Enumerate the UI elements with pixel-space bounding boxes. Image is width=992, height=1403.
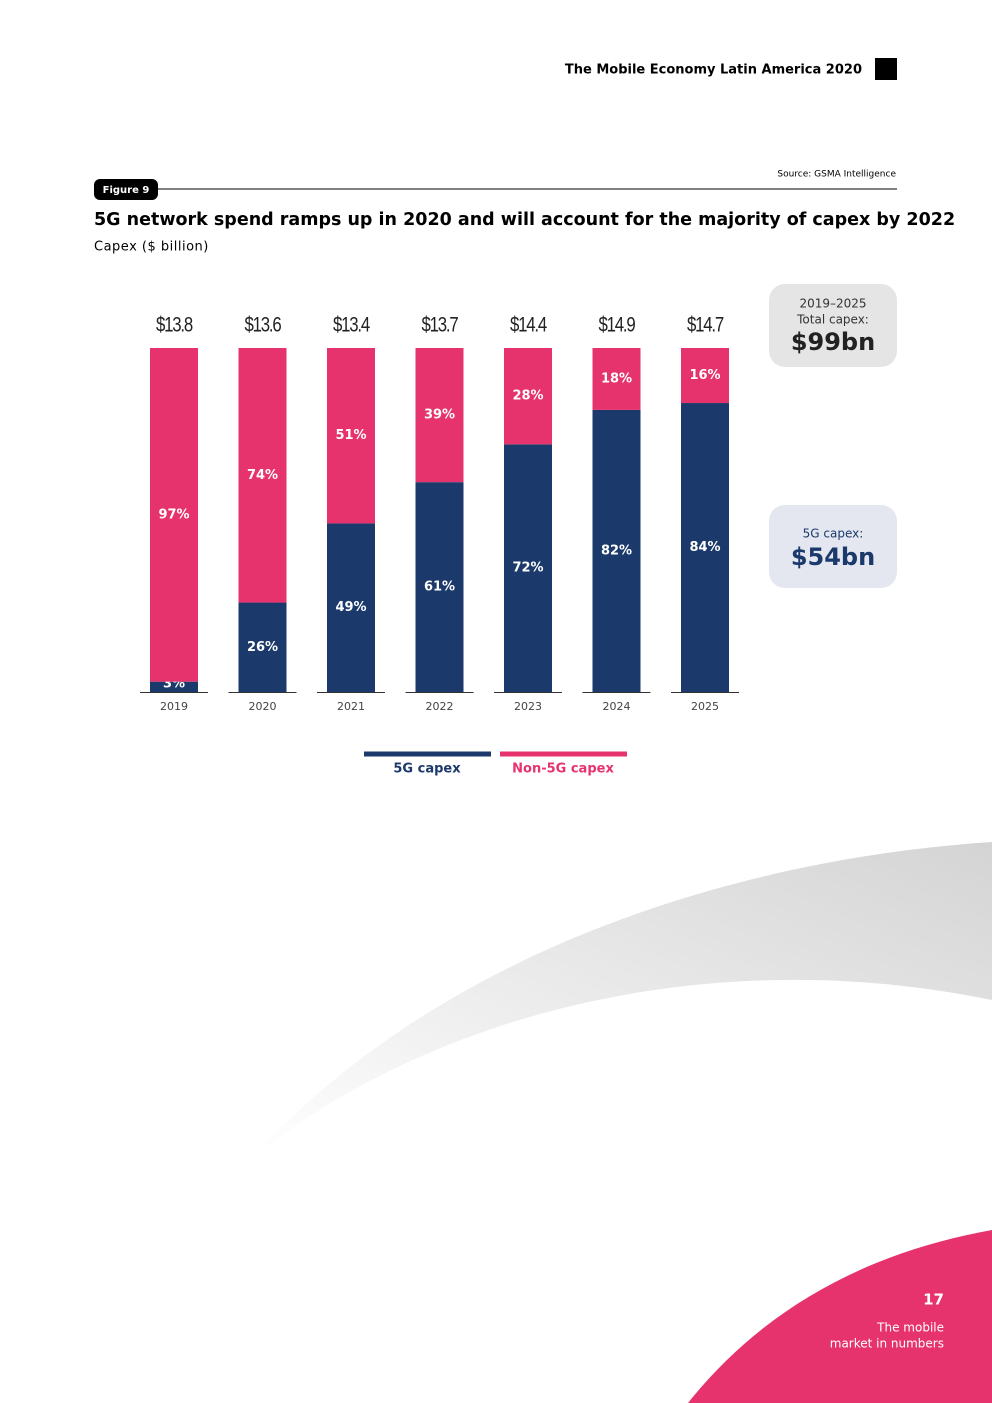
figure-label: Figure 9 [103,185,150,196]
x-tick-label: 2019 [160,700,188,713]
bar-segment [238,602,287,692]
figure-pill [94,179,158,200]
callout-value: $99bn [791,328,875,356]
total-label: $13.4 [333,314,371,337]
bar-segment [681,403,729,692]
section-name: The mobile [876,1321,944,1335]
bar-segment [504,348,552,445]
x-tick-label: 2025 [691,700,719,713]
bar-segment [327,348,375,524]
corner-shape [688,1230,992,1403]
page-number: 17 [923,1291,944,1309]
bar-segment [681,348,729,404]
callout-line: 5G capex: [803,527,864,541]
x-tick-label: 2024 [603,700,631,713]
chart-subtitle: Capex ($ billion) [94,240,209,255]
data-label: 74% [247,468,278,483]
total-label: $14.7 [687,314,724,337]
callout [769,284,897,367]
bar-segment [150,348,198,682]
header-title: The Mobile Economy Latin America 2020 [565,63,862,78]
callout-line: 2019–2025 [799,297,866,311]
data-label: 28% [512,389,543,404]
x-tick-label: 2021 [337,700,365,713]
data-label: 51% [335,428,366,443]
bar-segment [592,409,641,692]
swoosh [250,842,992,1160]
total-label: $14.9 [598,314,635,337]
data-label: 72% [512,561,543,576]
legend-label: Non-5G capex [512,762,614,777]
data-label: 97% [158,507,189,522]
callout-line: Total capex: [796,313,869,327]
x-tick-label: 2020 [249,700,277,713]
bar-segment [415,482,464,692]
bar-segment [150,681,198,692]
bar-segment [238,348,287,603]
data-label: 39% [424,408,455,423]
chart: 2019$13.83%97%2020$13.626%74%2021$13.449… [140,314,739,777]
legend-label: 5G capex [393,762,461,777]
total-label: $13.6 [244,314,281,337]
data-label: 49% [335,600,366,615]
total-label: $13.7 [421,314,458,337]
source: Source: GSMA Intelligence [777,170,896,180]
chart-title: 5G network spend ramps up in 2020 and wi… [94,210,955,230]
x-tick-label: 2023 [514,700,542,713]
section-name: market in numbers [830,1337,944,1351]
callout-value: $54bn [791,543,875,571]
data-label: 82% [601,543,632,558]
bar-segment [415,348,464,483]
bar-segment [327,523,375,692]
data-label: 16% [689,368,720,383]
x-tick-label: 2022 [426,700,454,713]
data-label: 26% [247,640,278,655]
data-label: 61% [424,580,455,595]
header-icon [875,58,897,80]
bar-segment [592,348,641,410]
total-label: $14.4 [510,314,548,337]
bar-segment [504,444,552,692]
data-label: 84% [689,540,720,555]
total-label: $13.8 [156,314,193,337]
callout [769,505,897,588]
data-label: 18% [601,371,632,386]
